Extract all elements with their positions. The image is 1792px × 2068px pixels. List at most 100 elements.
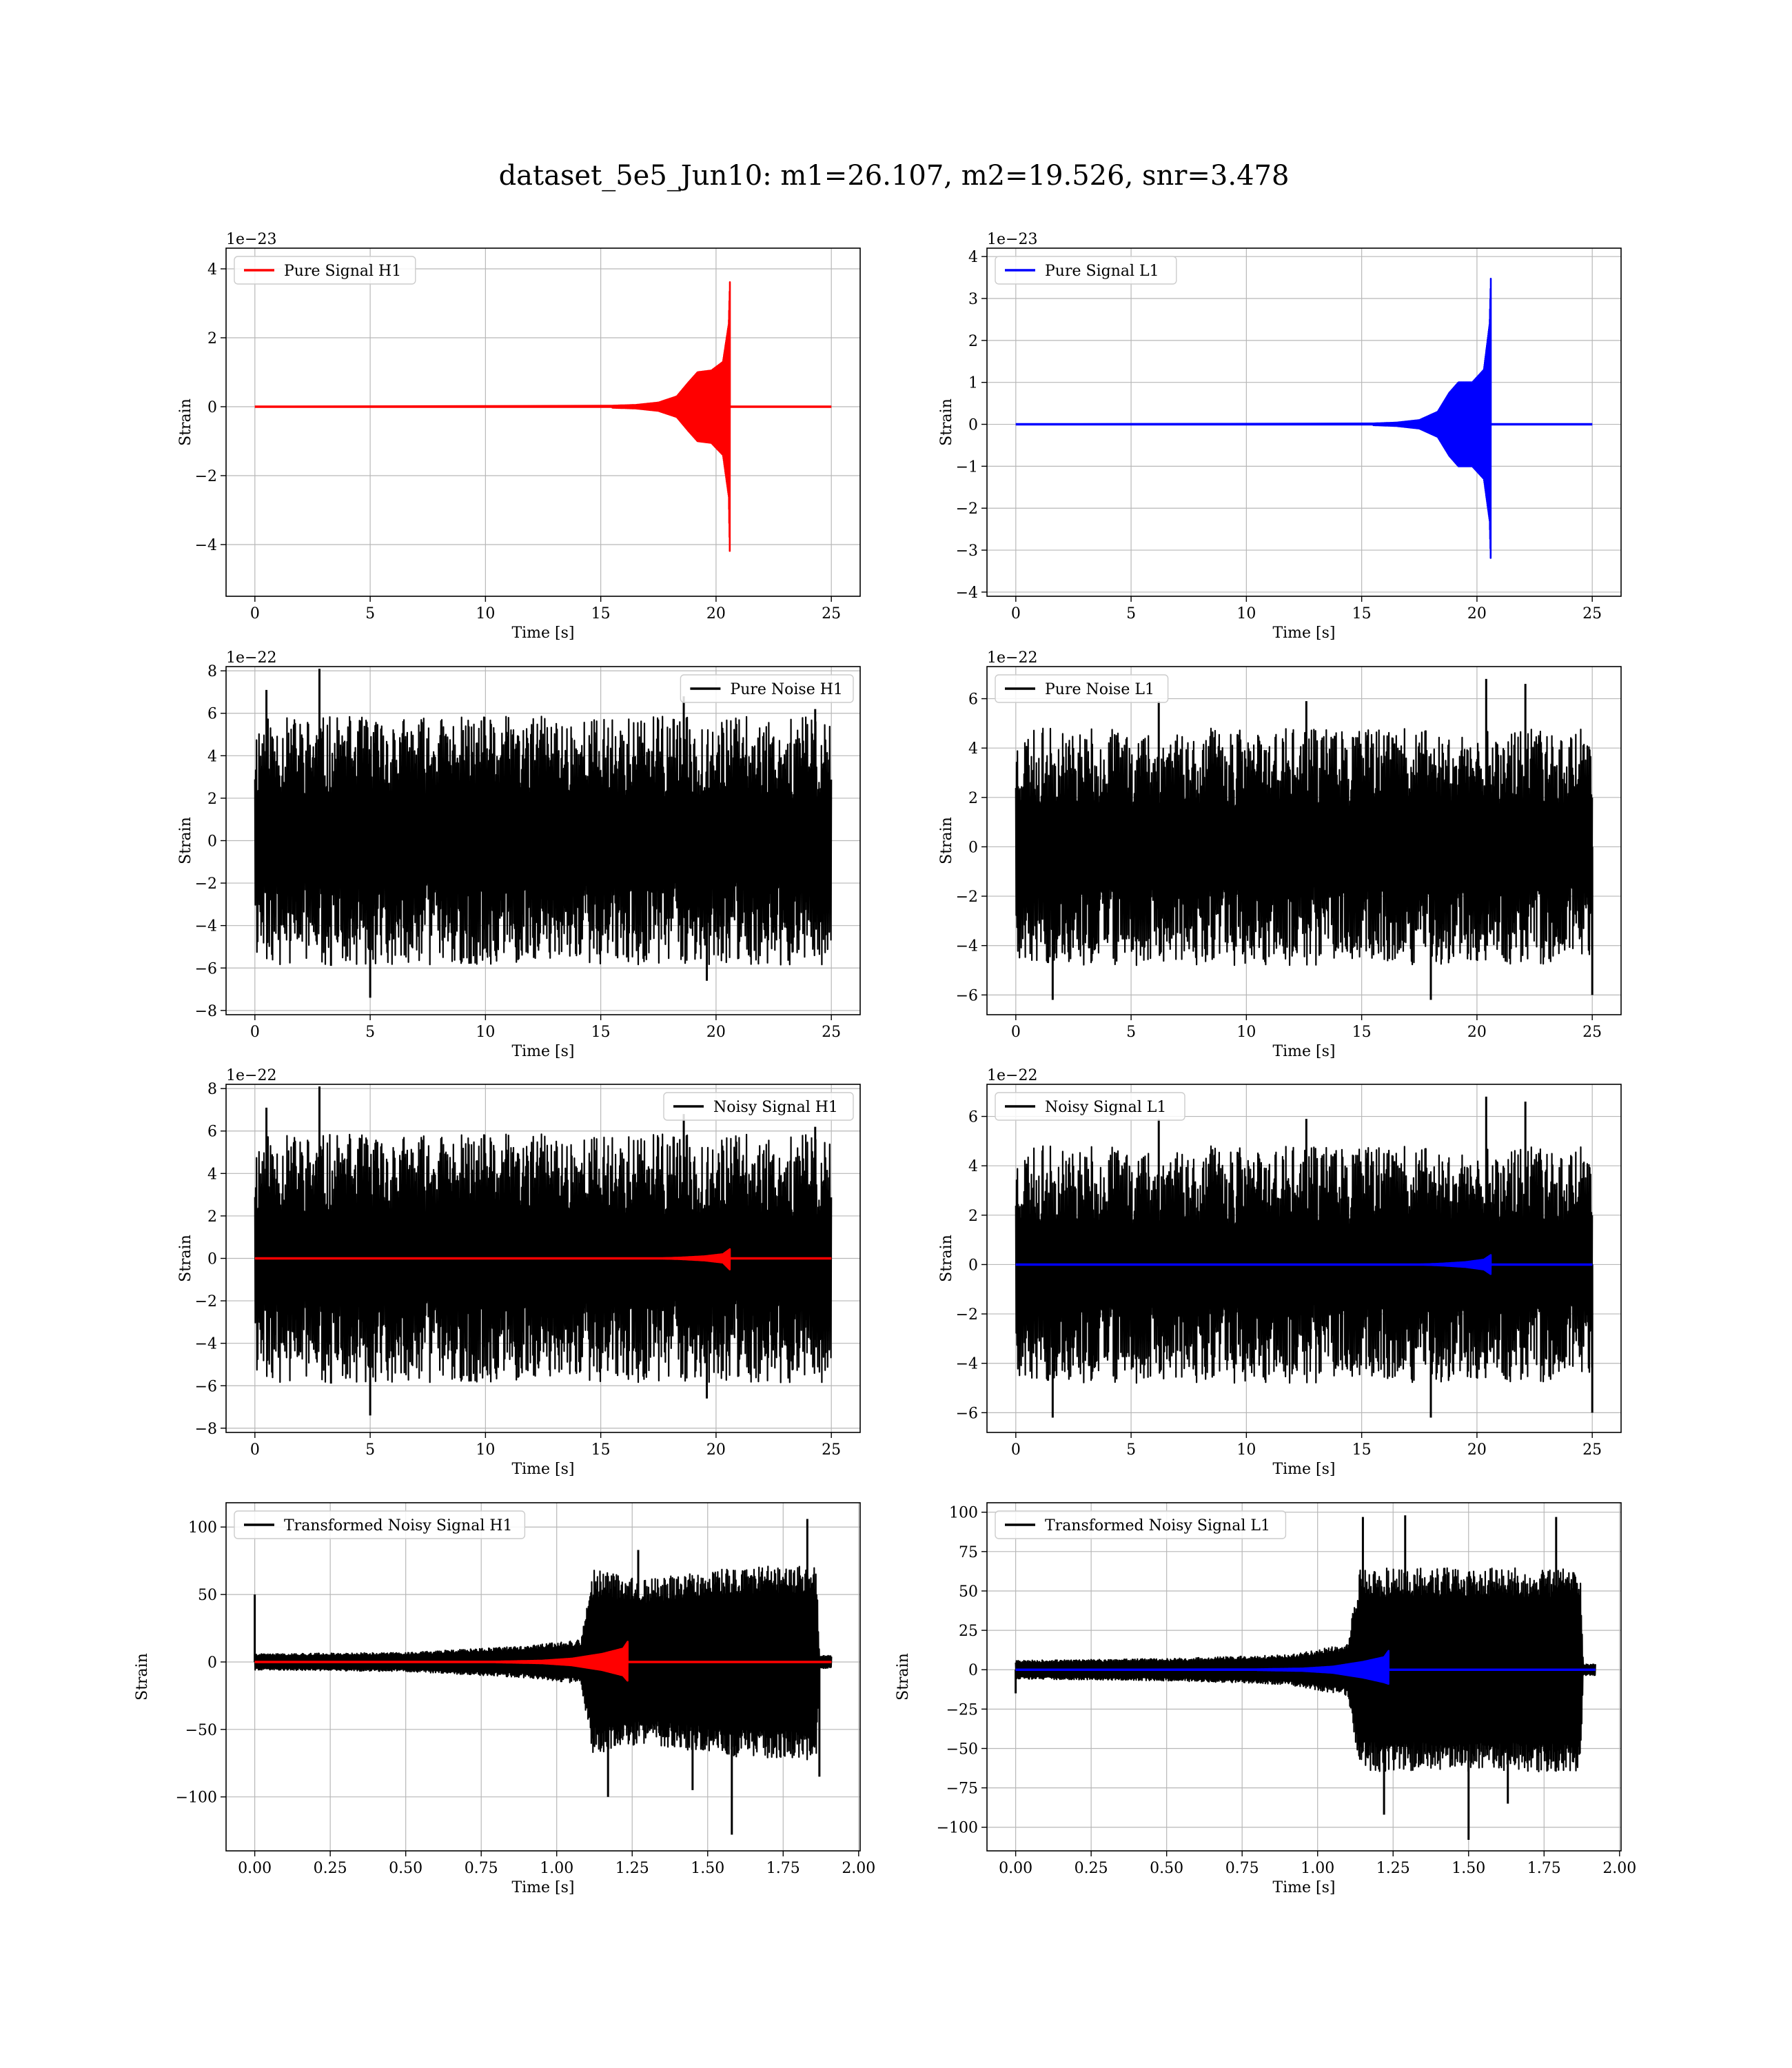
x-tick-label: 5 xyxy=(365,605,375,622)
legend-box xyxy=(663,1092,854,1121)
y-tick-label: 2 xyxy=(207,1208,217,1226)
x-tick-label: 25 xyxy=(822,1441,841,1459)
legend-label: Noisy Signal L1 xyxy=(1045,1099,1166,1116)
y-tick-label: −50 xyxy=(185,1722,217,1739)
legend-box xyxy=(680,674,854,703)
x-tick-label: 0.50 xyxy=(389,1860,422,1877)
y-tick-label: 2 xyxy=(968,333,978,350)
y-axis-label: Strain xyxy=(177,1235,194,1282)
plot-area xyxy=(1015,278,1593,559)
x-tick-label: 10 xyxy=(1236,1441,1256,1459)
y-tick-label: −4 xyxy=(195,537,217,554)
y-tick-label: 25 xyxy=(959,1623,978,1640)
y-tick-label: 6 xyxy=(968,1109,978,1126)
x-tick-label: 0 xyxy=(1011,1441,1021,1459)
x-tick-label: 1.50 xyxy=(691,1860,724,1877)
y-axis-label: Strain xyxy=(938,1235,955,1282)
plot-area xyxy=(1015,1096,1594,1418)
series-noise-0 xyxy=(254,1565,833,1761)
x-axis-label: Time [s] xyxy=(1272,1879,1335,1896)
y-axis-label: Strain xyxy=(895,1653,912,1701)
legend: Noisy Signal H1 xyxy=(663,1092,854,1121)
x-tick-label: 10 xyxy=(1236,1024,1256,1041)
y-tick-label: −4 xyxy=(956,938,978,955)
x-axis-label: Time [s] xyxy=(511,1043,574,1060)
legend: Pure Signal H1 xyxy=(234,256,416,285)
y-tick-label: 4 xyxy=(968,740,978,758)
legend-box xyxy=(234,256,416,285)
y-tick-label: 4 xyxy=(968,249,978,266)
y-tick-label: 3 xyxy=(968,291,978,308)
axes-pure-noise-h1: 0 5 10 15 20 25 −8 −6 −4 −2 0 2 4 6 8 Time [s] Strain 1e−… xyxy=(177,649,861,1060)
x-tick-label: 1.25 xyxy=(615,1860,649,1877)
x-tick-label: 0 xyxy=(250,1441,260,1459)
x-tick-label: 15 xyxy=(1352,605,1372,622)
y-tick-label: −6 xyxy=(956,1405,978,1422)
grid xyxy=(226,1503,860,1851)
y-tick-label: −4 xyxy=(956,1356,978,1373)
x-tick-label: 10 xyxy=(476,605,495,622)
x-tick-label: 5 xyxy=(365,1024,375,1041)
y-tick-label: 4 xyxy=(207,261,217,278)
x-tick-label: 1.75 xyxy=(766,1860,800,1877)
y-axis-label: Strain xyxy=(134,1653,151,1701)
axes-noisy-signal-l1: 0 5 10 15 20 25 −6 −4 −2 0 2 4 6 Time [s] Strain 1e−22 N… xyxy=(938,1067,1622,1478)
y-tick-label: 2 xyxy=(968,1208,978,1225)
legend: Noisy Signal L1 xyxy=(995,1092,1185,1121)
axes-transformed-noisy-signal-h1: 0.00 0.25 0.50 0.75 1.00 1.25 1.50 1.75 2.00 −100… xyxy=(134,1502,875,1896)
axes-frame xyxy=(225,247,861,597)
x-tick-label: 25 xyxy=(1582,605,1602,622)
legend-label: Pure Noise H1 xyxy=(730,681,843,698)
y-tick-label: 2 xyxy=(207,330,217,347)
x-tick-label: 0 xyxy=(1011,1024,1021,1041)
y-tick-label: −2 xyxy=(195,468,217,485)
legend-box xyxy=(995,1510,1287,1539)
axes-frame xyxy=(986,666,1622,1015)
y-tick-label: −8 xyxy=(195,1421,217,1438)
y-axis-label: Strain xyxy=(938,398,955,446)
x-tick-label: 25 xyxy=(1582,1024,1602,1041)
legend-label: Pure Noise L1 xyxy=(1045,681,1154,698)
legend: Transformed Noisy Signal L1 xyxy=(995,1510,1287,1539)
x-tick-label: 0 xyxy=(250,605,260,622)
y-tick-label: −2 xyxy=(956,500,978,518)
y-tick-label: 4 xyxy=(968,1158,978,1175)
x-tick-label: 0.00 xyxy=(999,1860,1032,1877)
y-tick-label: 0 xyxy=(968,1662,978,1679)
x-tick-label: 20 xyxy=(1467,1024,1487,1041)
x-tick-label: 5 xyxy=(1126,1441,1136,1459)
y-tick-label: 1 xyxy=(968,375,978,392)
axes-frame xyxy=(986,1502,1622,1852)
x-tick-label: 0.50 xyxy=(1150,1860,1183,1877)
plot-area xyxy=(254,669,833,998)
axes-transformed-noisy-signal-l1: 0.00 0.25 0.50 0.75 1.00 1.25 1.50 1.75 2.00 −100… xyxy=(895,1502,1636,1896)
x-axis-label: Time [s] xyxy=(1272,1461,1335,1478)
legend-box xyxy=(995,256,1177,285)
y-tick-label: −4 xyxy=(195,918,217,935)
x-tick-label: 0.00 xyxy=(238,1860,272,1877)
plot-area xyxy=(254,281,832,552)
y-tick-label: −4 xyxy=(956,585,978,602)
x-tick-label: 0 xyxy=(250,1024,260,1041)
x-tick-label: 1.50 xyxy=(1452,1860,1485,1877)
y-tick-label: 2 xyxy=(968,790,978,807)
y-tick-label: 100 xyxy=(188,1519,217,1537)
y-tick-label: −2 xyxy=(956,889,978,906)
x-axis-label: Time [s] xyxy=(511,625,574,642)
y-tick-label: −6 xyxy=(195,1378,217,1395)
y-tick-label: 4 xyxy=(207,748,217,765)
x-tick-label: 5 xyxy=(1126,605,1136,622)
axes-pure-signal-l1: 0 5 10 15 20 25 −4 −3 −2 −1 0 1 2 3 4 Time [s] Strain 1e−… xyxy=(938,231,1622,642)
x-axis-label: Time [s] xyxy=(511,1879,574,1896)
y-tick-label: −100 xyxy=(937,1820,978,1837)
x-axis-label: Time [s] xyxy=(1272,1043,1335,1060)
y-tick-label: 75 xyxy=(959,1544,978,1561)
y-tick-label: 0 xyxy=(207,1654,217,1672)
y-axis-label: Strain xyxy=(177,398,194,446)
axes-frame xyxy=(986,1084,1622,1433)
x-tick-label: 0.25 xyxy=(314,1860,347,1877)
x-tick-label: 10 xyxy=(1236,605,1256,622)
legend-label: Pure Signal L1 xyxy=(1045,263,1159,280)
